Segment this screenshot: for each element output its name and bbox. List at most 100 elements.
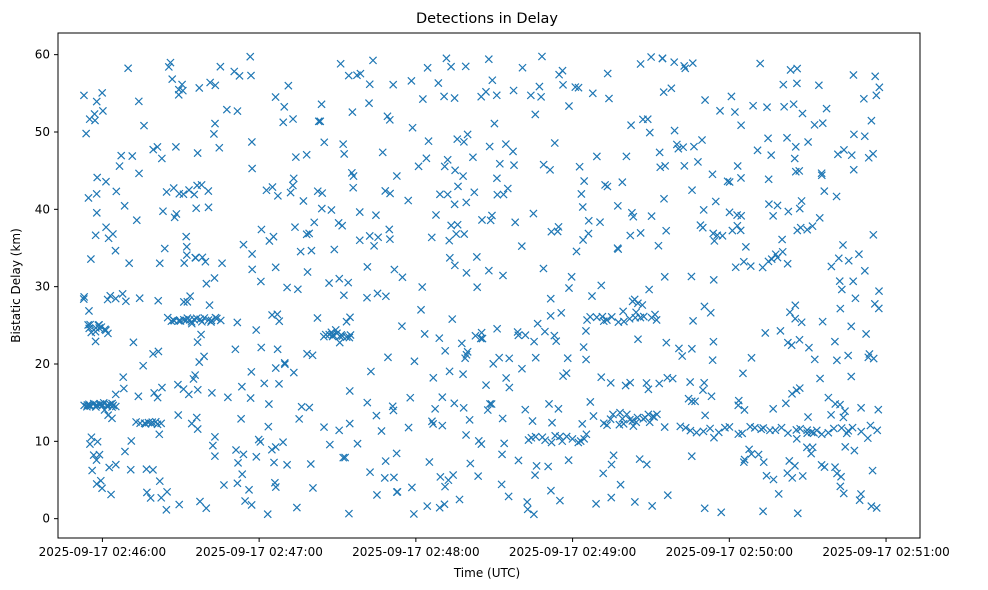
data-point (699, 205, 708, 214)
data-point (838, 240, 847, 250)
data-point (485, 399, 495, 408)
data-point (325, 440, 334, 449)
data-point (687, 452, 696, 461)
data-point (501, 140, 510, 149)
data-point (847, 151, 856, 160)
data-point (482, 381, 491, 390)
data-point (208, 441, 217, 450)
data-point (530, 337, 539, 346)
data-point (547, 438, 556, 447)
data-point (857, 403, 866, 412)
data-point (578, 202, 587, 212)
data-point (616, 480, 625, 489)
data-point (483, 406, 492, 415)
data-point (670, 126, 679, 135)
data-point (509, 86, 518, 95)
data-point (562, 432, 571, 441)
data-point (299, 196, 308, 206)
data-point (98, 484, 107, 493)
data-point (111, 402, 120, 411)
data-point (688, 59, 697, 68)
data-point (701, 96, 710, 105)
data-point (839, 145, 848, 154)
data-point (368, 56, 378, 65)
data-point (239, 450, 248, 459)
data-point (817, 171, 826, 180)
data-point (847, 372, 856, 381)
data-point (562, 369, 571, 378)
data-point (195, 358, 204, 367)
data-point (252, 452, 261, 461)
data-point (851, 294, 860, 303)
data-point (88, 466, 97, 475)
data-point (598, 312, 607, 321)
data-point (670, 58, 679, 67)
data-point (736, 226, 745, 235)
data-point (647, 212, 656, 221)
data-point (680, 161, 689, 170)
data-point (875, 83, 884, 92)
data-point (466, 459, 475, 468)
data-point (129, 338, 138, 347)
data-point (441, 482, 450, 491)
data-point (349, 183, 358, 192)
data-point (92, 479, 101, 489)
data-point (645, 285, 654, 294)
data-point (461, 62, 470, 71)
data-point (149, 349, 158, 358)
data-point (231, 445, 241, 455)
data-point (212, 314, 221, 323)
data-point (747, 353, 756, 362)
data-point (121, 297, 130, 306)
data-point (462, 268, 471, 277)
data-point (687, 272, 696, 281)
data-point (517, 242, 526, 251)
data-point (793, 64, 802, 73)
data-point (692, 428, 701, 437)
data-point (658, 54, 667, 63)
data-point (222, 105, 231, 114)
data-point (531, 471, 540, 480)
data-point (175, 500, 184, 509)
data-point (769, 475, 778, 484)
data-point (193, 425, 202, 434)
data-point (504, 492, 513, 501)
data-point (791, 314, 800, 323)
data-point (537, 52, 546, 61)
chart-title: Detections in Delay (416, 11, 558, 27)
data-point (679, 143, 688, 152)
data-point (238, 470, 247, 479)
data-point (111, 460, 120, 469)
data-point (546, 294, 555, 303)
data-point (279, 118, 288, 127)
data-point (98, 88, 107, 97)
data-point (247, 500, 256, 509)
data-point (453, 220, 462, 229)
data-point (80, 292, 89, 301)
data-point (713, 231, 722, 240)
data-point (767, 151, 776, 160)
data-point (328, 332, 337, 341)
data-point (725, 208, 734, 217)
data-point (595, 218, 605, 227)
data-point (840, 407, 850, 416)
data-point (233, 107, 242, 116)
data-point (210, 452, 219, 461)
data-point (154, 347, 163, 356)
data-point (339, 140, 348, 149)
data-point (365, 80, 374, 89)
data-point (192, 413, 201, 422)
data-point (288, 181, 297, 190)
data-point (544, 399, 554, 408)
data-point (764, 134, 773, 143)
data-point (505, 354, 514, 363)
data-point (529, 209, 538, 218)
y-tick-label: 40 (35, 202, 50, 216)
data-point (733, 161, 742, 171)
data-point (101, 177, 110, 186)
data-point (487, 400, 496, 409)
data-point (546, 311, 555, 320)
data-point (859, 94, 868, 103)
data-point (157, 493, 166, 502)
data-point (207, 388, 216, 397)
